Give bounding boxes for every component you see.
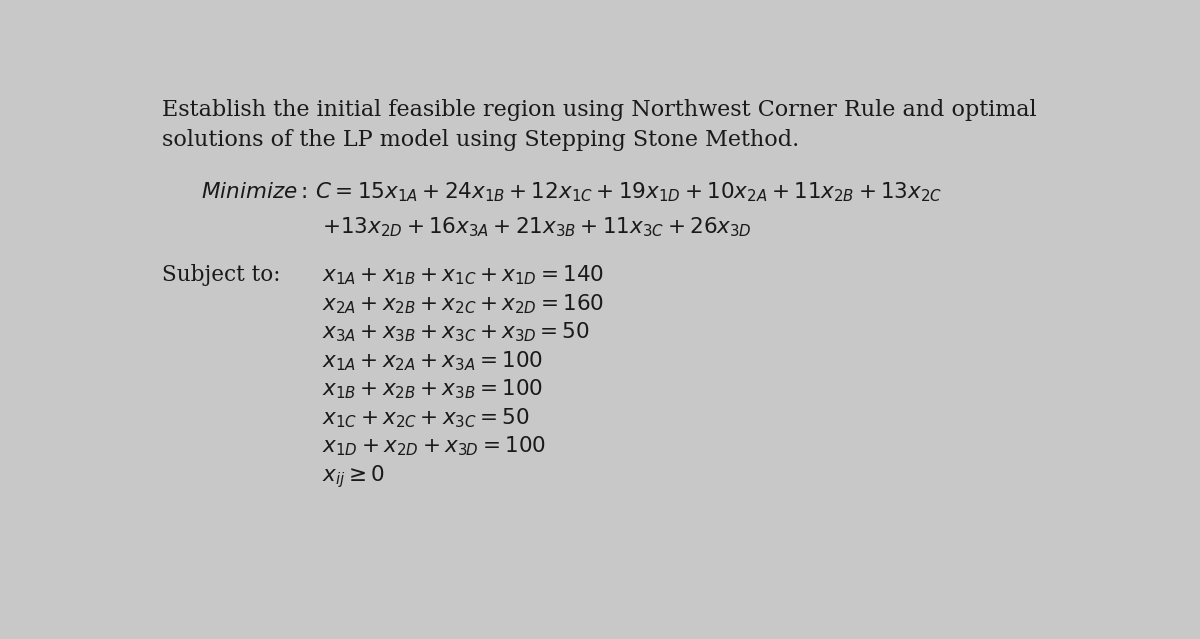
Text: $x_{3A} + x_{3B} + x_{3C} + x_{3D} = 50$: $x_{3A} + x_{3B} + x_{3C} + x_{3D} = 50$ <box>322 321 589 344</box>
Text: $x_{1A} + x_{2A} + x_{3A} = 100$: $x_{1A} + x_{2A} + x_{3A} = 100$ <box>322 350 542 373</box>
Text: $x_{1A} + x_{1B} + x_{1C} + x_{1D} = 140$: $x_{1A} + x_{1B} + x_{1C} + x_{1D} = 140… <box>322 264 604 288</box>
Text: solutions of the LP model using Stepping Stone Method.: solutions of the LP model using Stepping… <box>162 129 799 151</box>
Text: $x_{2A} + x_{2B} + x_{2C} + x_{2D} = 160$: $x_{2A} + x_{2B} + x_{2C} + x_{2D} = 160… <box>322 292 604 316</box>
Text: $\mathit{Minimize}\mathit{:}\, C = 15x_{1A} + 24x_{1B} + 12x_{1C} + 19x_{1D} + 1: $\mathit{Minimize}\mathit{:}\, C = 15x_{… <box>202 180 942 204</box>
Text: Establish the initial feasible region using Northwest Corner Rule and optimal: Establish the initial feasible region us… <box>162 99 1037 121</box>
Text: $x_{1D} + x_{2D} + x_{3D} = 100$: $x_{1D} + x_{2D} + x_{3D} = 100$ <box>322 435 546 458</box>
Text: $x_{1C} + x_{2C} + x_{3C} = 50$: $x_{1C} + x_{2C} + x_{3C} = 50$ <box>322 406 530 430</box>
Text: $+ 13x_{2D} + 16x_{3A} + 21x_{3B} + 11x_{3C} + 26x_{3D}$: $+ 13x_{2D} + 16x_{3A} + 21x_{3B} + 11x_… <box>322 215 751 239</box>
Text: $x_{ij} \geq 0$: $x_{ij} \geq 0$ <box>322 463 385 490</box>
Text: Subject to:: Subject to: <box>162 264 281 286</box>
Text: $x_{1B} + x_{2B} + x_{3B} = 100$: $x_{1B} + x_{2B} + x_{3B} = 100$ <box>322 378 544 401</box>
